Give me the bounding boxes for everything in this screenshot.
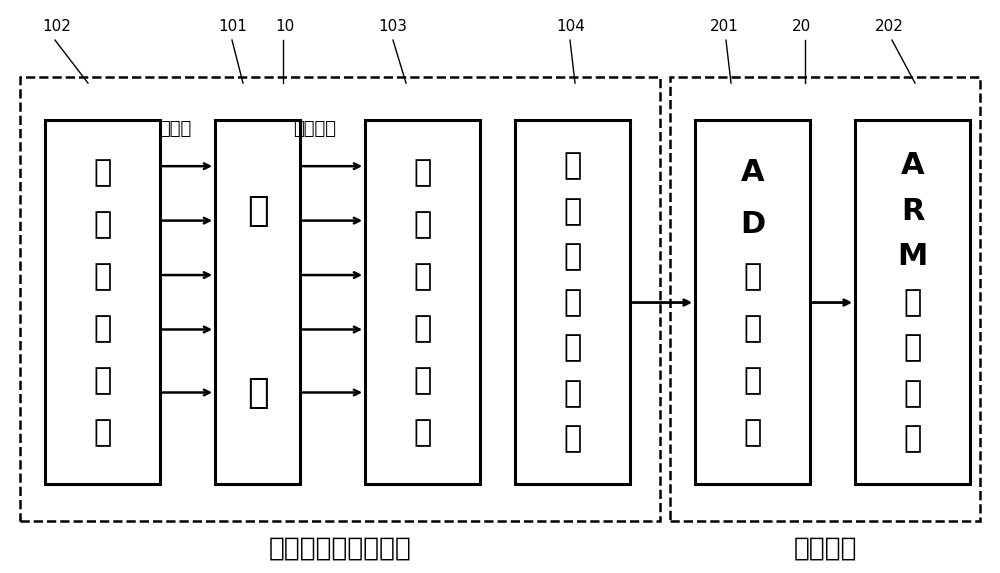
Text: 信: 信: [413, 158, 432, 187]
Text: 换: 换: [563, 333, 582, 362]
Text: A: A: [741, 158, 764, 187]
Text: 控制系统: 控制系统: [793, 536, 857, 562]
Text: 102: 102: [42, 19, 71, 34]
Text: A: A: [901, 151, 924, 180]
Bar: [670, 77, 980, 521]
Text: D: D: [740, 210, 765, 239]
Bar: [45, 120, 160, 484]
Bar: [855, 120, 970, 484]
Text: 生: 生: [93, 314, 112, 343]
Text: 元: 元: [903, 424, 922, 453]
Text: 有: 有: [563, 151, 582, 180]
Text: 电: 电: [93, 366, 112, 395]
Text: 202: 202: [875, 19, 904, 34]
Text: 路: 路: [413, 418, 432, 447]
Text: 理: 理: [903, 333, 922, 362]
Text: 壤: 壤: [247, 376, 268, 410]
Text: 反馈信号: 反馈信号: [294, 120, 336, 138]
Bar: [365, 120, 480, 484]
Text: 104: 104: [556, 19, 585, 34]
Bar: [215, 120, 300, 484]
Text: 电: 电: [743, 366, 762, 395]
Text: 101: 101: [218, 19, 247, 34]
Text: 信: 信: [93, 158, 112, 187]
Text: 値: 値: [563, 242, 582, 271]
Text: 电信号: 电信号: [159, 120, 191, 138]
Text: M: M: [897, 242, 928, 271]
Bar: [515, 120, 630, 484]
Text: 号: 号: [93, 210, 112, 239]
Text: 发: 发: [93, 262, 112, 291]
Text: 处: 处: [903, 288, 922, 317]
Text: 处: 处: [413, 262, 432, 291]
Text: 路: 路: [743, 418, 762, 447]
Text: 10: 10: [275, 19, 294, 34]
Bar: [20, 77, 660, 521]
Text: 号: 号: [413, 210, 432, 239]
Text: R: R: [901, 197, 924, 226]
Text: 路: 路: [563, 424, 582, 453]
Bar: [695, 120, 810, 484]
Text: 电: 电: [563, 379, 582, 408]
Text: 103: 103: [378, 19, 407, 34]
Text: 201: 201: [710, 19, 739, 34]
Text: 换: 换: [743, 314, 762, 343]
Text: 信号采集、处理系统: 信号采集、处理系统: [269, 536, 411, 562]
Text: 单: 单: [903, 379, 922, 408]
Text: 理: 理: [413, 314, 432, 343]
Text: 土: 土: [247, 194, 268, 228]
Text: 路: 路: [93, 418, 112, 447]
Text: 转: 转: [563, 288, 582, 317]
Text: 电: 电: [413, 366, 432, 395]
Text: 效: 效: [563, 197, 582, 226]
Text: 转: 转: [743, 262, 762, 291]
Text: 20: 20: [792, 19, 811, 34]
